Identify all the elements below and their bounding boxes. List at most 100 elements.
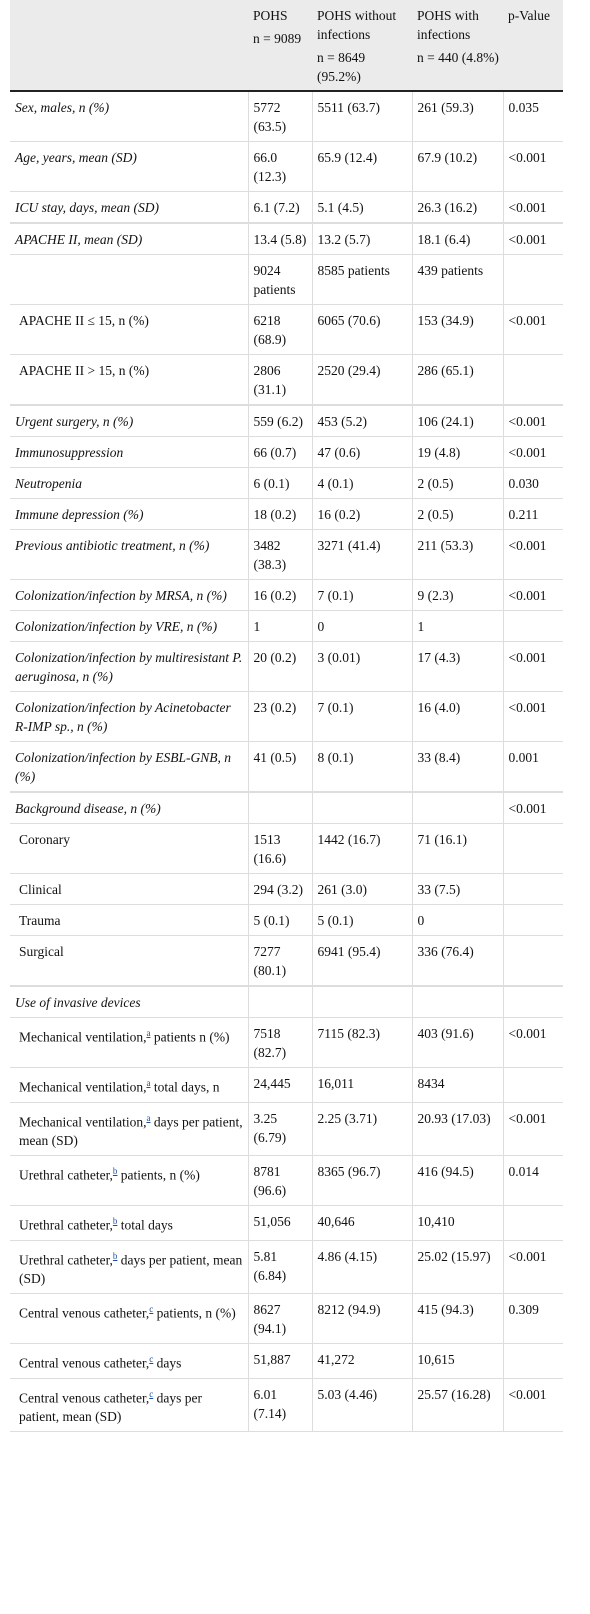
- header-cell: [10, 0, 248, 91]
- header-cell: POHS without infections n = 8649 (95.2%): [312, 0, 412, 91]
- label-text: Urethral catheter,: [19, 1252, 113, 1267]
- cell: <0.001: [502, 141, 563, 192]
- table-row: Sex, males, n (%) 5772 (63.5) 5511 (63.7) 2…: [10, 91, 563, 142]
- table-row: Urethral catheter,b days per patient, me…: [10, 1240, 563, 1294]
- empty-cell: [502, 1205, 563, 1240]
- cell: 16 (4.0): [411, 691, 503, 742]
- table-row: Urethral catheter,b total days 51,056 40,6…: [10, 1205, 563, 1240]
- cell: 7115 (82.3): [311, 1017, 412, 1068]
- row-label: [10, 255, 248, 305]
- cell: 3482 (38.3): [247, 529, 312, 580]
- cell: 3.25 (6.79): [247, 1102, 312, 1156]
- row-label: Coronary: [10, 824, 248, 874]
- column-name: POHS without infections: [317, 8, 397, 42]
- empty-cell: [502, 823, 563, 874]
- cell: 5 (0.1): [247, 904, 312, 936]
- label-text: Surgical: [19, 944, 64, 959]
- cell: 41 (0.5): [247, 741, 312, 792]
- label-text: Coronary: [19, 832, 70, 847]
- cell: 153 (34.9): [411, 304, 503, 355]
- cell: 25.57 (16.28): [411, 1378, 503, 1432]
- row-label: Central venous catheter,c days per patie…: [10, 1378, 248, 1432]
- cell: <0.001: [502, 191, 563, 223]
- table-row: Central venous catheter,c patients, n (%…: [10, 1293, 563, 1344]
- row-label: Urethral catheter,b days per patient, me…: [10, 1240, 248, 1294]
- label-text: ICU stay, days, mean (SD): [15, 200, 159, 215]
- footnote-ref: a: [146, 1112, 151, 1123]
- label-text: Urethral catheter,: [19, 1217, 113, 1233]
- table-row: Colonization/infection by ESBL-GNB, n (%…: [10, 741, 563, 792]
- cell: 6.1 (7.2): [247, 191, 312, 223]
- row-label: Mechanical ventilation,a patients n (%): [10, 1018, 248, 1068]
- cell: 3 (0.01): [311, 641, 412, 692]
- label-text: Sex, males, n (%): [15, 100, 110, 115]
- column-n: n = 8649 (95.2%): [317, 50, 366, 84]
- cell: 7518 (82.7): [247, 1017, 312, 1068]
- empty-cell: [311, 792, 412, 824]
- cell: 5.81 (6.84): [247, 1240, 312, 1294]
- column-name: POHS with infections: [417, 8, 479, 42]
- label-text: patients, n (%): [120, 1167, 200, 1183]
- cell: 5772 (63.5): [247, 91, 312, 142]
- label-text: days: [156, 1355, 182, 1371]
- cell: 336 (76.4): [411, 935, 503, 986]
- row-label: Colonization/infection by VRE, n (%): [10, 611, 248, 642]
- label-text: Central venous catheter,: [19, 1305, 150, 1321]
- row-label: Age, years, mean (SD): [10, 142, 248, 192]
- cell: 261 (59.3): [411, 91, 503, 142]
- row-label: Mechanical ventilation,a total days, n: [10, 1068, 248, 1103]
- table-row: Use of invasive devices: [10, 986, 563, 1018]
- cell: 19 (4.8): [411, 436, 503, 468]
- cell: 2.25 (3.71): [311, 1102, 412, 1156]
- cell: 6065 (70.6): [311, 304, 412, 355]
- row-label: Use of invasive devices: [10, 987, 248, 1018]
- cell: 33 (7.5): [411, 873, 503, 905]
- footnote-ref: c: [149, 1304, 154, 1314]
- table-row: Immunosuppression 66 (0.7) 47 (0.6) 19 (4.8…: [10, 436, 563, 468]
- row-label: Urethral catheter,b patients, n (%): [10, 1156, 248, 1206]
- cell: 403 (91.6): [411, 1017, 503, 1068]
- spacer-row: [10, 985, 563, 987]
- column-name: POHS: [253, 8, 288, 23]
- cell: 8627 (94.1): [247, 1293, 312, 1344]
- empty-cell: [502, 354, 563, 405]
- cell: <0.001: [502, 405, 563, 437]
- cell: 5 (0.1): [311, 904, 412, 936]
- table-row: Background disease, n (%) <0.001: [10, 792, 563, 824]
- row-label: APACHE II ≤ 15, n (%): [10, 305, 248, 355]
- table-header: POHS n = 9089 POHS without infections n = 8…: [10, 0, 563, 91]
- footnote-ref: a: [146, 1028, 151, 1038]
- spacer-row: [10, 222, 563, 224]
- cell: 47 (0.6): [311, 436, 412, 468]
- label-text: patients, n (%): [156, 1305, 236, 1321]
- row-label: Clinical: [10, 874, 248, 905]
- table-row: Central venous catheter,c days per patie…: [10, 1378, 563, 1432]
- row-label: Colonization/infection by multiresistant…: [10, 642, 248, 692]
- cell: <0.001: [502, 691, 563, 742]
- row-label: Sex, males, n (%): [10, 91, 248, 142]
- label-text: Previous antibiotic treatment, n (%): [15, 538, 210, 553]
- label-text: Urgent surgery, n (%): [15, 414, 134, 429]
- cell: 2520 (29.4): [311, 354, 412, 405]
- row-label: Colonization/infection by ESBL-GNB, n (%…: [10, 742, 248, 792]
- cell: 2 (0.5): [411, 467, 503, 499]
- row-label: Background disease, n (%): [10, 793, 248, 824]
- cell: 8434: [411, 1067, 503, 1102]
- table-row: Colonization/infection by VRE, n (%) 1 0 1: [10, 610, 563, 642]
- cell: 2806 (31.1): [247, 354, 312, 405]
- footnote-ref: c: [149, 1388, 154, 1399]
- empty-cell: [311, 986, 412, 1018]
- cell: <0.001: [502, 304, 563, 355]
- empty-cell: [502, 610, 563, 642]
- cell: 25.02 (15.97): [411, 1240, 503, 1294]
- cell: 8365 (96.7): [311, 1155, 412, 1206]
- cell: 51,056: [247, 1205, 312, 1240]
- label-text: Colonization/infection by Acinetobacter …: [15, 700, 231, 734]
- label-text: APACHE II ≤ 15, n (%): [19, 313, 149, 328]
- cell: 51,887: [247, 1343, 312, 1378]
- table-row: Trauma 5 (0.1) 5 (0.1) 0: [10, 904, 563, 936]
- row-label: Previous antibiotic treatment, n (%): [10, 530, 248, 580]
- cell: 26.3 (16.2): [411, 191, 503, 223]
- label-text: Use of invasive devices: [15, 995, 141, 1010]
- cell: 9 (2.3): [411, 579, 503, 611]
